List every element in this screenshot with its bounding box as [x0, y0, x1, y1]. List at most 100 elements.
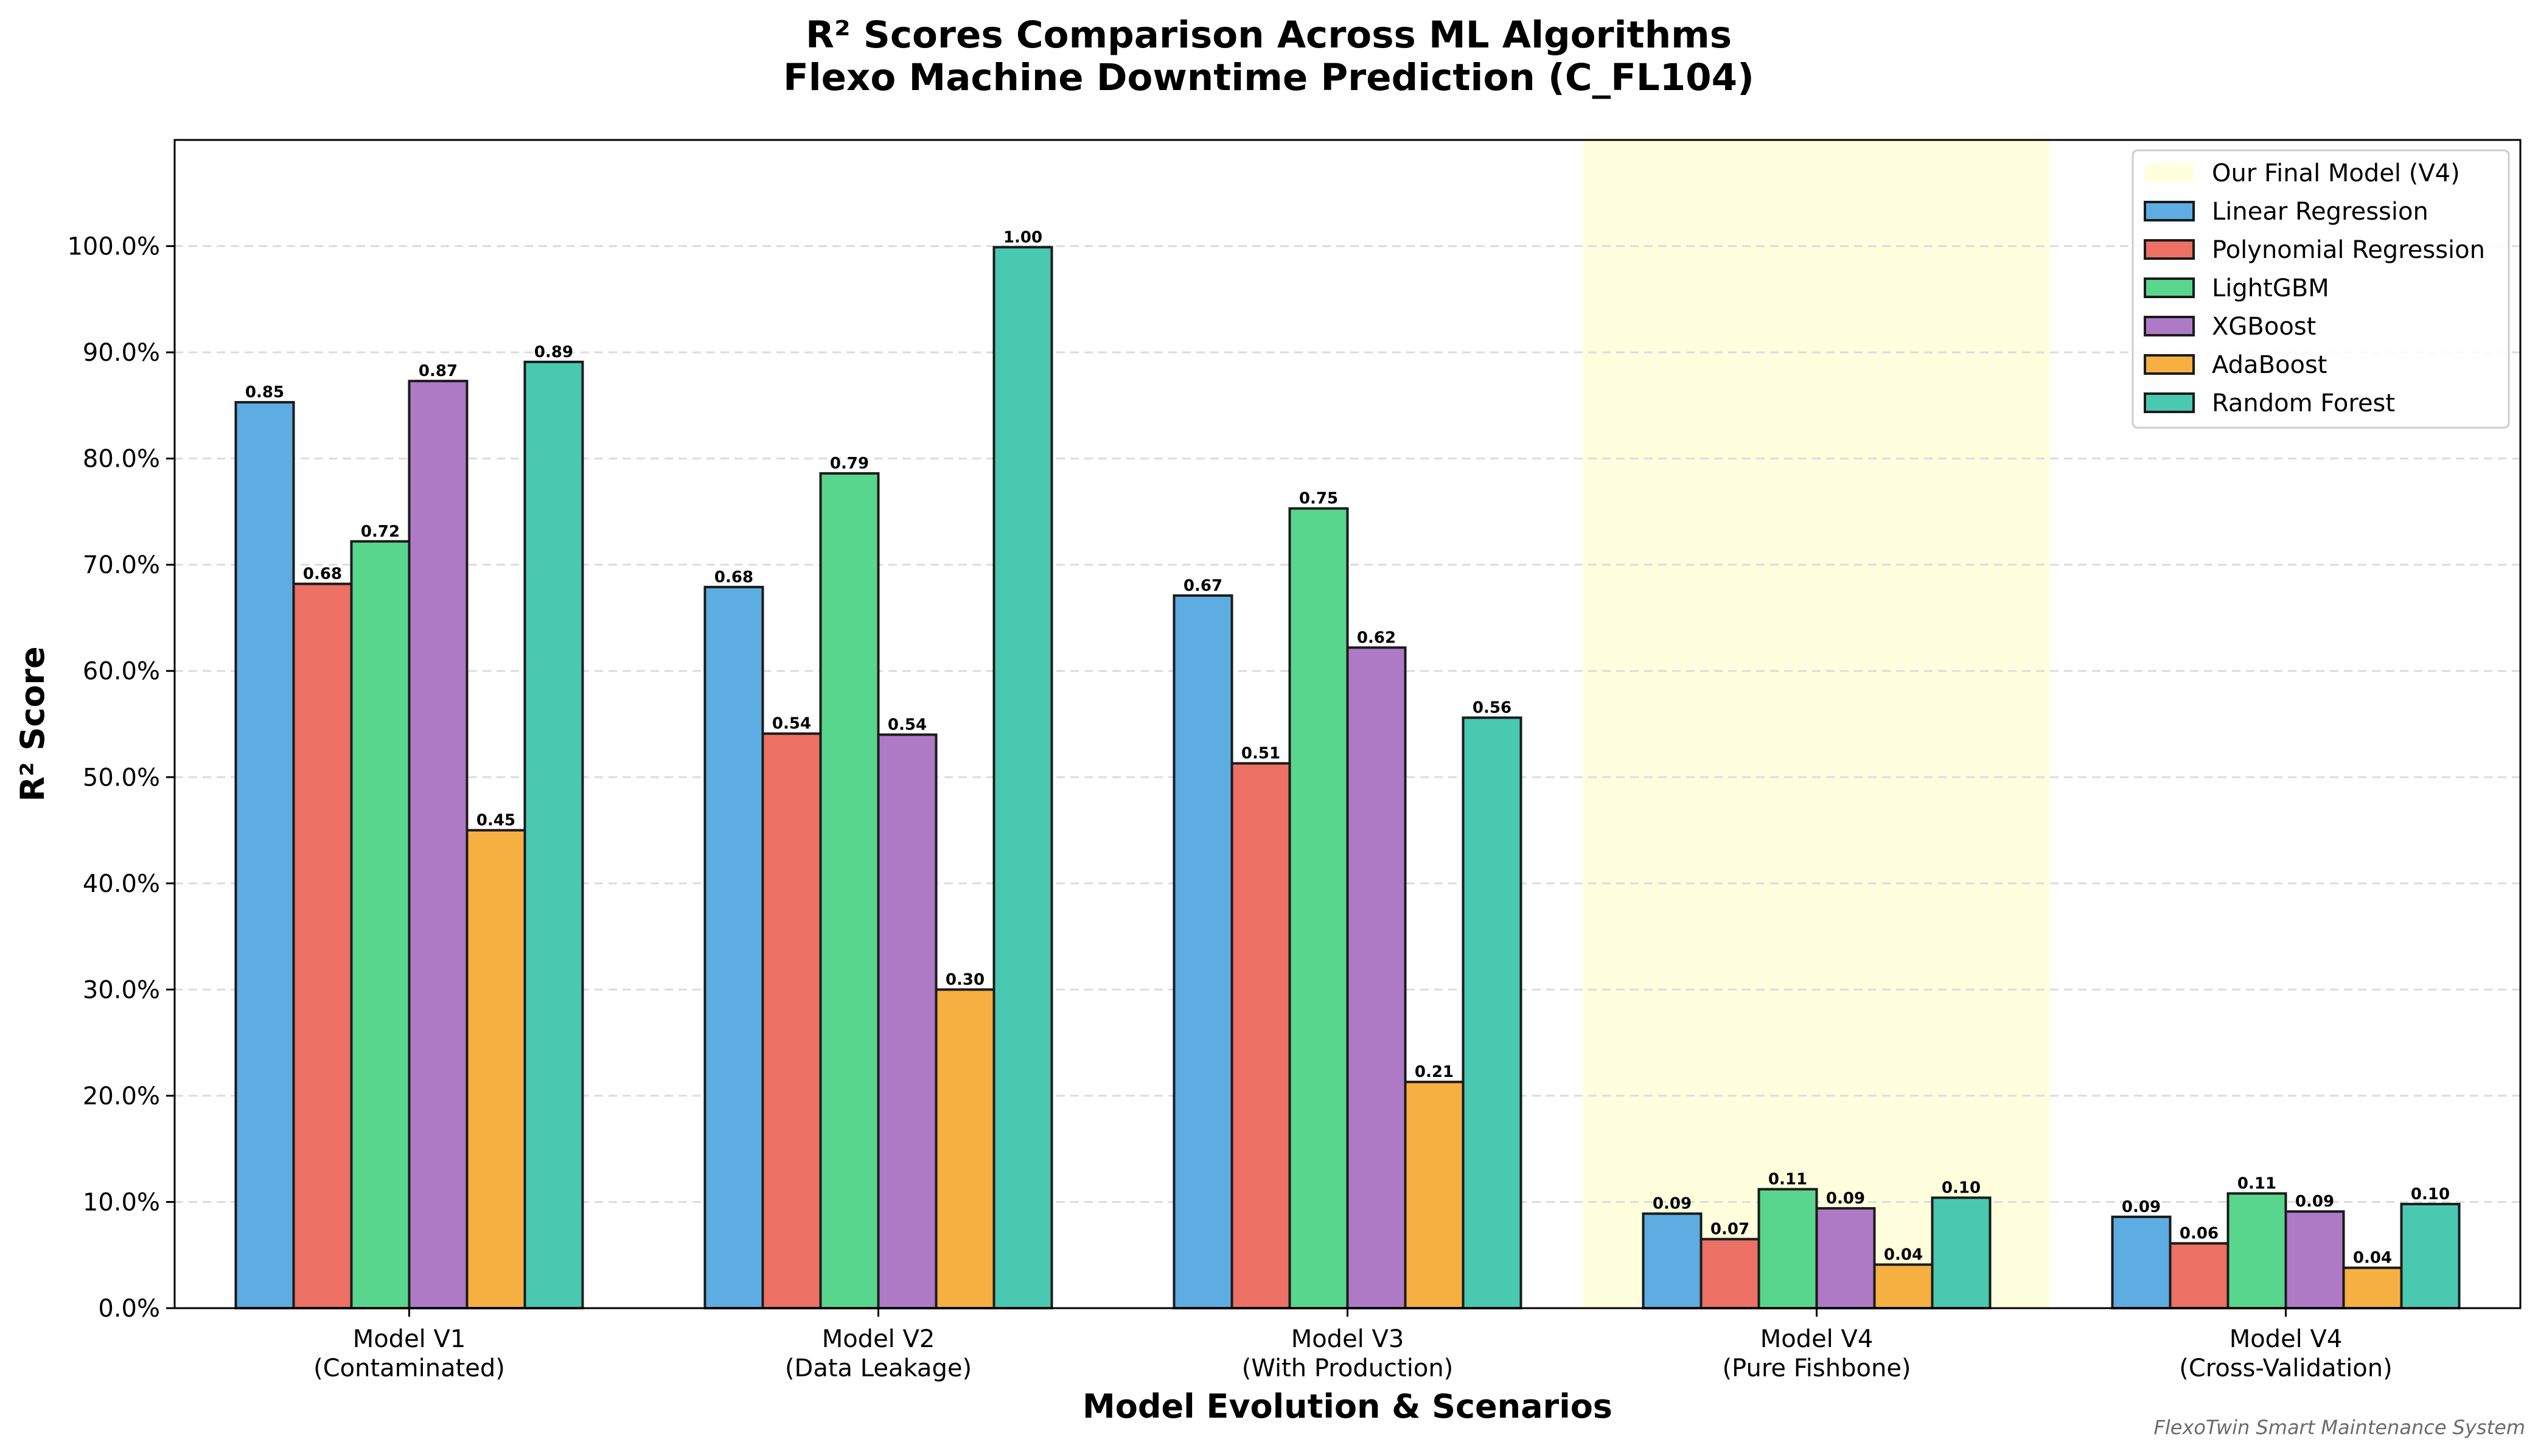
data-label: 0.30 [946, 970, 985, 989]
legend-swatch [2144, 316, 2195, 336]
highlight-band [1583, 140, 2050, 1308]
data-label: 0.67 [1184, 577, 1222, 595]
bar [234, 401, 295, 1309]
bar [292, 582, 353, 1309]
legend-label: XGBoost [2212, 313, 2316, 341]
bar [2400, 1202, 2461, 1309]
bar [2284, 1210, 2345, 1310]
x-tick-label: Model V2 [822, 1325, 935, 1353]
x-tick-label: Model V3 [1291, 1325, 1404, 1353]
data-label: 0.87 [419, 362, 458, 380]
x-tick-label: (Data Leakage) [785, 1354, 972, 1382]
legend-label: AdaBoost [2212, 351, 2327, 379]
x-tick-label: Model V4 [2229, 1325, 2343, 1353]
data-label: 0.09 [2122, 1198, 2161, 1216]
legend-label: Random Forest [2212, 389, 2395, 417]
bar [523, 360, 584, 1309]
legend-label: Our Final Model (V4) [2212, 159, 2460, 187]
legend-label: LightGBM [2212, 274, 2329, 302]
data-label: 0.04 [2353, 1249, 2392, 1267]
data-label: 0.04 [1884, 1245, 1923, 1264]
bar [350, 540, 411, 1309]
bar [1288, 507, 1349, 1309]
y-tick-label: 60.0% [83, 658, 160, 686]
data-label: 0.54 [888, 716, 927, 734]
legend-label: Linear Regression [2212, 198, 2428, 226]
bar [1757, 1188, 1818, 1309]
y-tick-label: 0.0% [98, 1295, 160, 1323]
bar [2226, 1192, 2287, 1310]
data-label: 0.45 [476, 812, 515, 830]
y-tick-label: 70.0% [83, 551, 160, 579]
legend-swatch [2144, 201, 2195, 221]
series-xgboost: 0.87 0.54 0.62 0.09 0.09 [408, 362, 2345, 1310]
bar [2169, 1242, 2229, 1309]
bar [877, 733, 938, 1310]
data-label: 0.68 [714, 568, 753, 587]
legend-swatch [2145, 164, 2194, 182]
y-tick-label: 40.0% [83, 870, 160, 898]
bar [992, 246, 1053, 1310]
bar [1931, 1196, 1992, 1310]
data-label: 0.06 [2180, 1225, 2219, 1243]
legend-swatch [2144, 277, 2195, 298]
data-label: 0.62 [1357, 629, 1396, 647]
bar [1173, 594, 1233, 1309]
y-tick-label: 90.0% [83, 339, 160, 367]
data-label: 0.51 [1241, 745, 1280, 763]
data-label: 0.11 [2237, 1174, 2276, 1193]
bar [761, 732, 822, 1309]
data-label: 0.75 [1299, 490, 1338, 508]
legend-label: Polynomial Regression [2212, 236, 2485, 264]
bar [1404, 1081, 1465, 1309]
series-linear-regression: 0.85 0.68 0.67 0.09 0.09 [234, 383, 2172, 1310]
legend: Our Final Model (V4) Linear Regression Pol… [2132, 149, 2510, 429]
bar [2111, 1215, 2172, 1309]
y-tick-label: 10.0% [83, 1188, 160, 1216]
y-tick-label: 50.0% [83, 764, 160, 792]
data-label: 0.72 [361, 523, 400, 541]
data-label: 1.00 [1003, 228, 1042, 246]
chart-title: Flexo Machine Downtime Prediction (C_FL1… [783, 56, 1754, 99]
data-label: 0.85 [245, 383, 284, 402]
series-random-forest: 0.89 1.00 0.56 0.10 0.10 [523, 228, 2461, 1310]
x-axis: Model V1(Contaminated) Model V2(Data Leak… [313, 1308, 2393, 1382]
bar [2342, 1266, 2403, 1309]
x-tick-label: Model V1 [353, 1325, 466, 1353]
bar [1873, 1263, 1934, 1309]
series-lightgbm: 0.72 0.79 0.75 0.11 0.11 [350, 455, 2287, 1310]
bar [1346, 646, 1407, 1309]
legend-box [2132, 149, 2510, 429]
data-label: 0.10 [1942, 1179, 1981, 1197]
bar [465, 829, 526, 1309]
legend-swatch [2144, 239, 2195, 260]
legend-swatch [2144, 392, 2195, 413]
data-label: 0.21 [1415, 1063, 1454, 1081]
chart-title: R² Scores Comparison Across ML Algorithm… [806, 13, 1732, 57]
data-label: 0.09 [1826, 1190, 1865, 1208]
bar [1700, 1238, 1760, 1309]
data-label: 0.09 [2295, 1193, 2334, 1211]
bar [819, 472, 880, 1309]
data-label: 0.68 [303, 565, 342, 583]
data-label: 0.07 [1710, 1221, 1749, 1239]
y-tick-label: 80.0% [83, 445, 160, 473]
legend-swatch [2144, 354, 2195, 375]
x-tick-label: (Contaminated) [313, 1354, 505, 1382]
data-label: 0.10 [2411, 1185, 2450, 1203]
data-label: 0.79 [830, 455, 869, 473]
x-tick-label: (Cross-Validation) [2179, 1354, 2392, 1382]
bar [1230, 762, 1291, 1309]
y-axis: 0.0% 10.0% 20.0% 30.0% 40.0% 50.0% 60.0% 70.0% 8… [67, 233, 175, 1323]
bar [703, 585, 764, 1310]
x-tick-label: (With Production) [1242, 1354, 1454, 1382]
bar [408, 380, 469, 1310]
data-label: 0.89 [534, 343, 573, 361]
bar [935, 988, 995, 1309]
y-tick-label: 20.0% [83, 1082, 160, 1110]
data-label: 0.54 [772, 715, 811, 733]
bar [1642, 1212, 1703, 1309]
data-label: 0.11 [1768, 1171, 1807, 1189]
